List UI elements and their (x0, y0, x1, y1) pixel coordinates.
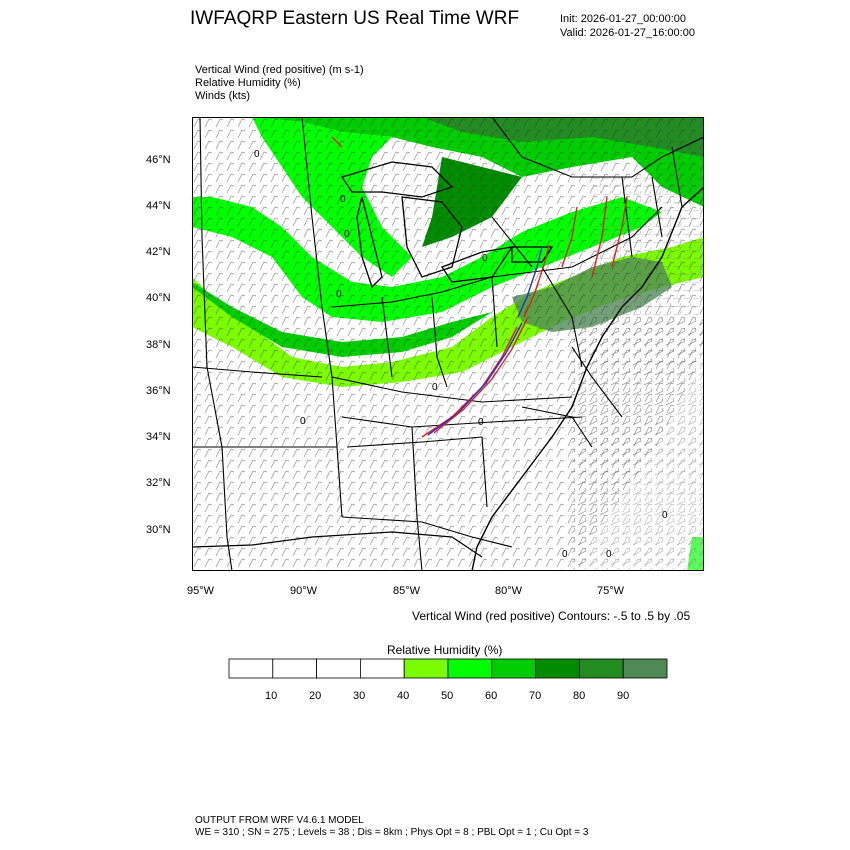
colorbar-box (535, 658, 580, 679)
colorbar-box (622, 658, 668, 679)
lat-label-42n: 42°N (146, 246, 171, 258)
footer-model: OUTPUT FROM WRF V4.6.1 MODEL (195, 815, 364, 826)
humidity-colorbar (228, 658, 668, 679)
lon-label-95w: 95°W (187, 585, 215, 597)
political-boundaries (192, 117, 704, 571)
vertical-wind-contours (331, 136, 628, 438)
wrf-map-panel: 0 0 0 0 0 0 0 0 0 0 0 (192, 117, 704, 571)
lat-label-38n: 38°N (146, 339, 171, 351)
contour-zero-labels: 0 0 0 0 0 0 0 0 0 0 0 (254, 149, 668, 560)
colorbar-label: 50 (441, 690, 454, 702)
lon-label-80w: 80°W (495, 585, 523, 597)
zero-label: 0 (336, 289, 342, 300)
lat-label-44n: 44°N (146, 200, 171, 212)
colorbar-label: 10 (265, 690, 278, 702)
colorbar-label: 30 (353, 690, 366, 702)
zero-label: 0 (254, 149, 260, 160)
colorbar-label: 90 (617, 690, 630, 702)
field-label-winds: Winds (kts) (195, 90, 250, 102)
colorbar-box (316, 658, 361, 679)
colorbar-label: 40 (397, 690, 410, 702)
lat-label-30n: 30°N (146, 524, 171, 536)
colorbar-box (491, 658, 536, 679)
colorbar-label: 70 (529, 690, 542, 702)
lon-label-75w: 75°W (597, 585, 625, 597)
field-label-vertical-wind: Vertical Wind (red positive) (m s-1) (195, 64, 364, 76)
zero-label: 0 (340, 194, 346, 205)
field-label-relative-humidity: Relative Humidity (%) (195, 77, 301, 89)
zero-label: 0 (606, 549, 612, 560)
zero-label: 0 (344, 229, 350, 240)
zero-label: 0 (482, 253, 488, 264)
zero-label: 0 (300, 416, 306, 427)
colorbar-box (447, 658, 493, 679)
lat-label-46n: 46°N (146, 154, 171, 166)
lat-label-40n: 40°N (146, 292, 171, 304)
colorbar-box (403, 658, 449, 679)
footer-config: WE = 310 ; SN = 275 ; Levels = 38 ; Dis … (195, 827, 589, 838)
init-time: Init: 2026-01-27_00:00:00 (560, 13, 686, 25)
coastline (471, 186, 704, 571)
map-title: IWFAQRP Eastern US Real Time WRF (190, 8, 520, 29)
zero-label: 0 (562, 549, 568, 560)
zero-label: 0 (478, 417, 484, 428)
lon-label-90w: 90°W (290, 585, 318, 597)
map-frame (192, 117, 704, 571)
colorbar-box (272, 658, 317, 679)
valid-time: Valid: 2026-01-27_16:00:00 (560, 27, 695, 39)
colorbar-box (578, 658, 624, 679)
lon-label-85w: 85°W (393, 585, 421, 597)
zero-label: 0 (662, 510, 668, 521)
contour-note: Vertical Wind (red positive) Contours: -… (412, 609, 691, 623)
lat-label-34n: 34°N (146, 431, 171, 443)
zero-label: 0 (432, 382, 438, 393)
colorbar-box (228, 658, 274, 679)
lat-label-32n: 32°N (146, 477, 171, 489)
great-lakes (340, 161, 554, 289)
colorbar-title: Relative Humidity (%) (387, 643, 503, 657)
colorbar-label: 60 (485, 690, 498, 702)
colorbar-label: 80 (573, 690, 586, 702)
lat-label-36n: 36°N (146, 385, 171, 397)
colorbar-label: 20 (309, 690, 322, 702)
colorbar-box (359, 658, 405, 679)
